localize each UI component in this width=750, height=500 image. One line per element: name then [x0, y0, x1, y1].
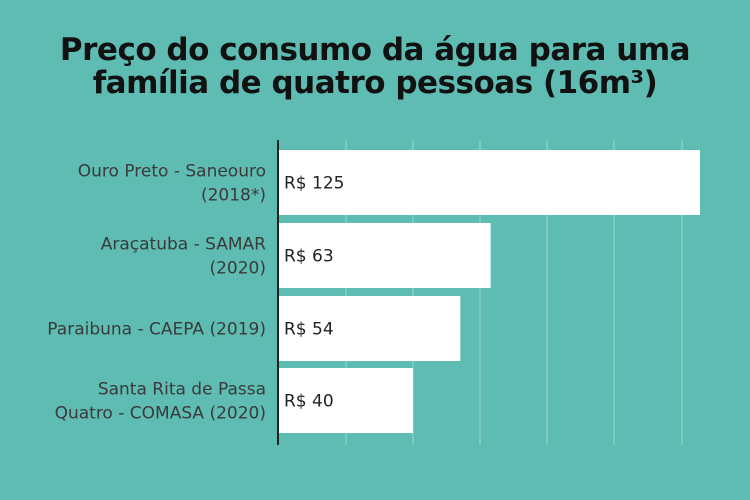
- category-label-1-line-2: (2018*): [201, 186, 266, 206]
- category-label-4-line-2: Quatro - COMASA (2020): [55, 404, 266, 424]
- bar-4: [278, 368, 414, 433]
- data-label-3: R$ 54: [284, 320, 334, 340]
- chart-title-line-1: Preço do consumo da água para uma: [59, 32, 691, 68]
- category-label-1-line-1: Ouro Preto - Saneouro: [78, 162, 266, 182]
- bars: R$ 125 R$ 63 R$ 54 R$ 40: [278, 150, 700, 433]
- data-label-1: R$ 125: [284, 174, 344, 194]
- data-label-2: R$ 63: [284, 247, 334, 267]
- category-label-2-line-2: (2020): [209, 259, 266, 279]
- bar-2: [278, 223, 491, 288]
- bar-3: [278, 296, 461, 361]
- bar-1: [278, 150, 700, 215]
- category-label-3-line-1: Paraibuna - CAEPA (2019): [47, 320, 266, 340]
- chart-title: Preço do consumo da água para uma famíli…: [0, 34, 750, 100]
- category-label-4-line-1: Santa Rita de Passa: [98, 380, 266, 400]
- category-label-2-line-1: Araçatuba - SAMAR: [101, 235, 266, 255]
- chart-title-line-2: família de quatro pessoas (16m³): [92, 65, 658, 101]
- category-labels: Ouro Preto - Saneouro (2018*) Araçatuba - …: [47, 162, 266, 424]
- data-label-4: R$ 40: [284, 392, 334, 412]
